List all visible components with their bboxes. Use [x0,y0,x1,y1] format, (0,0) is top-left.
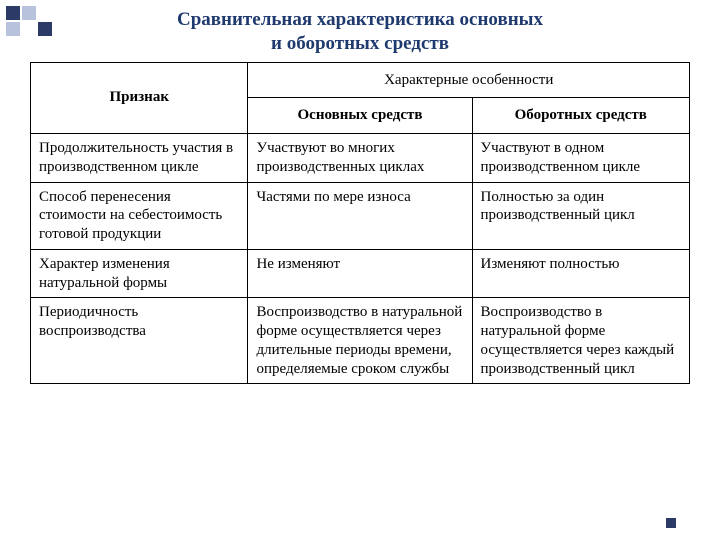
footer-bullet-icon [666,518,676,528]
deco-square [38,22,52,36]
deco-square [6,22,20,36]
cell-fixed: Воспроизводство в натуральной форме осущ… [248,298,472,384]
corner-decoration [6,6,52,36]
cell-attribute: Продолжительность участия в производстве… [31,134,248,183]
cell-attribute: Характер изменения натуральной формы [31,249,248,298]
cell-attribute: Периодичность воспроизводства [31,298,248,384]
deco-square [6,6,20,20]
header-attribute: Признак [31,62,248,134]
cell-attribute: Способ перенесения стоимости на себестои… [31,182,248,249]
deco-square [38,6,52,20]
cell-fixed: Не изменяют [248,249,472,298]
deco-square [22,22,36,36]
cell-current: Изменяют полностью [472,249,689,298]
deco-square [22,6,36,20]
cell-fixed: Частями по мере износа [248,182,472,249]
table-row: Продолжительность участия в производстве… [31,134,690,183]
table-row: Характер изменения натуральной формы Не … [31,249,690,298]
cell-current: Полностью за один производственный цикл [472,182,689,249]
header-current-assets: Оборотных средств [472,98,689,134]
title-line-2: и оборотных средств [271,33,449,54]
table-row: Способ перенесения стоимости на себестои… [31,182,690,249]
header-characteristics: Характерные особенности [248,62,690,98]
table-row: Периодичность воспроизводства Воспроизво… [31,298,690,384]
page-title: Сравнительная характеристика основных и … [0,0,720,62]
cell-fixed: Участвуют во многих производственных цик… [248,134,472,183]
cell-current: Участвуют в одном производственном цикле [472,134,689,183]
table-header-row-1: Признак Характерные особенности [31,62,690,98]
comparison-table: Признак Характерные особенности Основных… [30,62,690,385]
comparison-table-wrap: Признак Характерные особенности Основных… [30,62,690,385]
header-fixed-assets: Основных средств [248,98,472,134]
cell-current: Воспроизводство в натуральной форме осущ… [472,298,689,384]
title-line-1: Сравнительная характеристика основных [177,9,543,30]
